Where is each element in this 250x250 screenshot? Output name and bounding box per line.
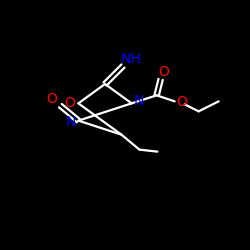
Text: O: O [176, 95, 187, 109]
Text: N: N [65, 115, 76, 129]
Text: O: O [158, 65, 169, 79]
Text: O: O [46, 92, 57, 106]
Text: N: N [134, 94, 144, 108]
Text: O: O [64, 96, 75, 110]
Text: NH: NH [120, 52, 142, 66]
